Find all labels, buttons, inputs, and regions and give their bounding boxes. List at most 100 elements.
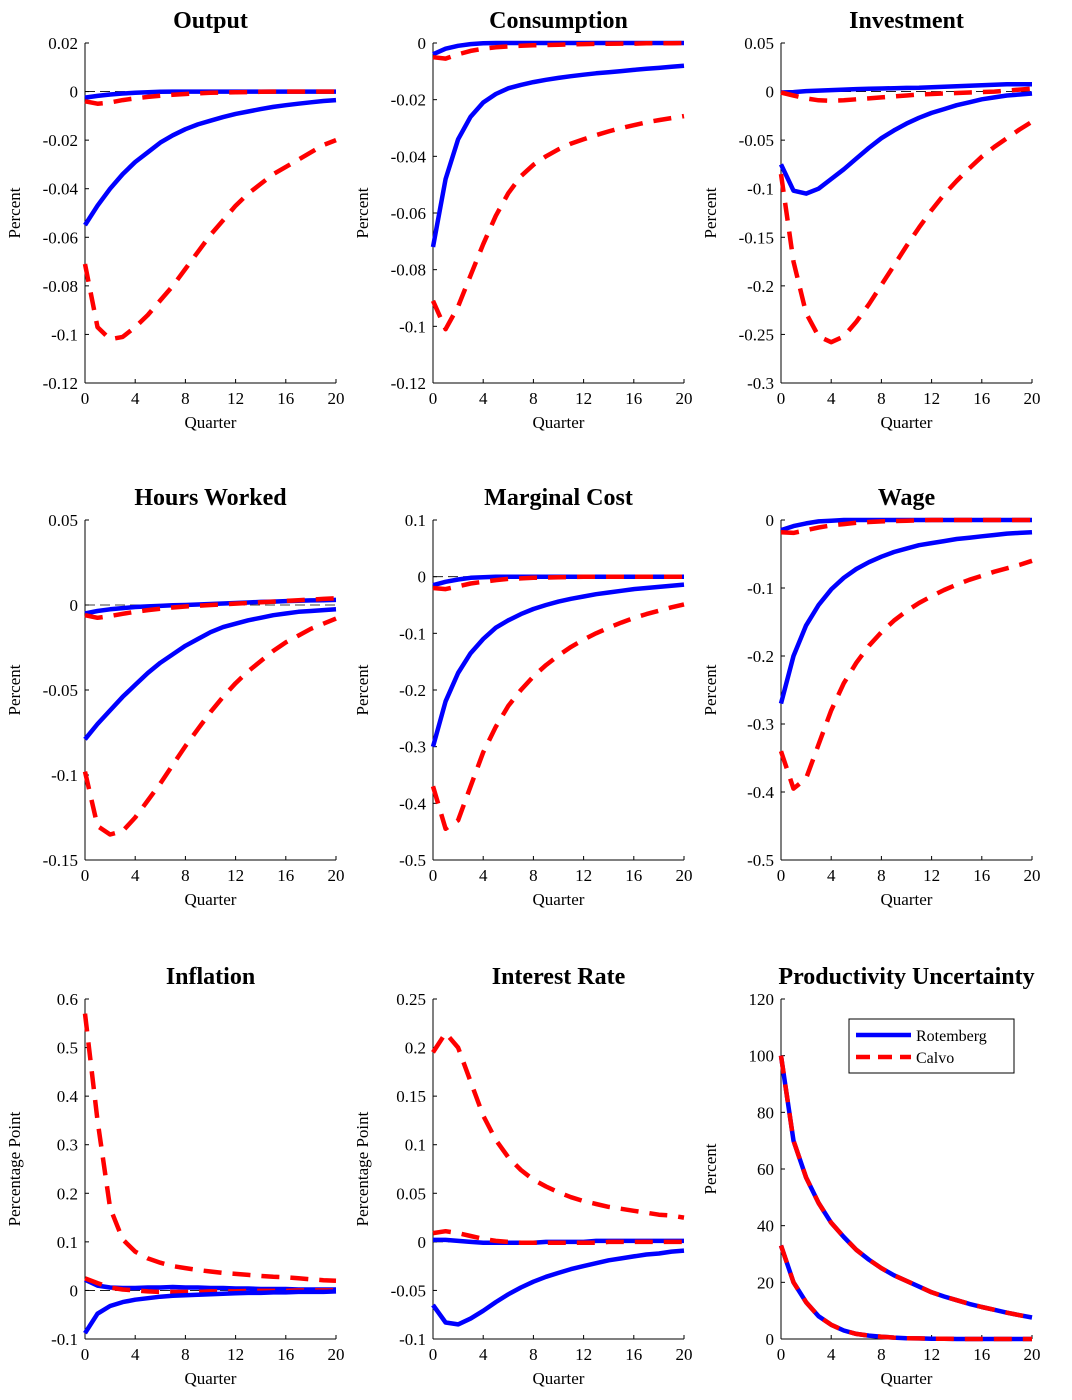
y-tick-label: -0.1 xyxy=(399,1330,426,1349)
x-tick-label: 16 xyxy=(973,389,990,408)
y-tick-label: -0.1 xyxy=(747,180,774,199)
rotemberg-series-line xyxy=(778,529,1033,705)
y-tick-label: -0.08 xyxy=(391,261,426,280)
x-tick-label: 8 xyxy=(529,866,538,885)
y-tick-label: -0.1 xyxy=(747,579,774,598)
y-tick-label: -0.05 xyxy=(739,131,774,150)
calvo-series-line xyxy=(84,595,337,621)
x-tick-label: 12 xyxy=(923,389,940,408)
y-tick-label: 0.6 xyxy=(57,990,78,1009)
y-tick-label: 0 xyxy=(418,1233,427,1252)
y-tick-label: 0.25 xyxy=(396,990,426,1009)
x-axis-label: Quarter xyxy=(185,1369,237,1388)
calvo-series-line xyxy=(780,86,1033,104)
panel-title: Marginal Cost xyxy=(484,485,633,511)
y-tick-label: 100 xyxy=(749,1047,775,1066)
rotemberg-series-line xyxy=(778,1244,1032,1342)
legend: Rotemberg Calvo xyxy=(848,1018,1015,1074)
calvo-series-line xyxy=(432,40,685,61)
y-tick-label: -0.15 xyxy=(43,851,78,870)
y-tick-label: 0.1 xyxy=(405,1136,426,1155)
panel-5: Wage 0 4 8 12 16 20 0 -0.1 -0.2 -0.3 -0.4 -0.5 Quarte… xyxy=(701,485,1041,909)
x-tick-label: 20 xyxy=(676,389,693,408)
panel-2: Investment 0 4 8 12 16 20 0.05 0 -0.05 -0.1 -0.15 -0… xyxy=(701,8,1041,432)
x-tick-label: 12 xyxy=(227,866,244,885)
panel-title: Productivity Uncertainty xyxy=(778,964,1034,990)
rotemberg-series-line xyxy=(430,582,685,748)
x-tick-label: 0 xyxy=(777,389,786,408)
y-tick-label: 0 xyxy=(70,1281,79,1300)
x-tick-label: 20 xyxy=(328,1345,345,1364)
x-axis-label: Quarter xyxy=(533,1369,585,1388)
y-axis-label: Percent xyxy=(701,187,720,238)
panel-title: Wage xyxy=(878,485,936,511)
y-tick-label: -0.1 xyxy=(399,624,426,643)
panel-7: Interest Rate 0 4 8 12 16 20 0.25 0.2 0.15 0.1 0.05… xyxy=(353,964,693,1388)
calvo-series-line xyxy=(84,89,336,106)
panel-8: Productivity Uncertainty 0 4 8 12 16 20 120 100 8… xyxy=(701,964,1041,1388)
rotemberg-series-line xyxy=(430,63,685,248)
y-axis-label: Percent xyxy=(701,1143,720,1194)
y-tick-label: 40 xyxy=(757,1217,774,1236)
calvo-series-line xyxy=(430,113,685,332)
y-tick-label: 0.05 xyxy=(396,1184,426,1203)
calvo-series-line xyxy=(778,119,1034,345)
y-tick-label: -0.4 xyxy=(399,794,426,813)
panel-title: Consumption xyxy=(489,8,628,34)
y-tick-label: -0.2 xyxy=(747,277,774,296)
x-tick-label: 20 xyxy=(1024,1345,1041,1364)
y-tick-label: -0.12 xyxy=(43,374,78,393)
panel-0: Output 0 4 8 12 16 20 0.02 0 -0.02 -0.04 -0.06 -0.08… xyxy=(5,8,345,432)
x-tick-label: 4 xyxy=(131,389,140,408)
y-tick-label: 0.02 xyxy=(48,34,78,53)
x-tick-label: 16 xyxy=(973,866,990,885)
panel-title: Interest Rate xyxy=(492,964,626,990)
rotemberg-series-line xyxy=(778,91,1033,196)
y-tick-label: -0.15 xyxy=(739,228,774,247)
legend-box xyxy=(848,1018,1015,1074)
y-tick-label: 0.15 xyxy=(396,1087,426,1106)
y-tick-label: -0.02 xyxy=(391,91,426,110)
x-tick-label: 0 xyxy=(429,389,438,408)
y-tick-label: 0.4 xyxy=(57,1087,79,1106)
x-tick-label: 16 xyxy=(625,866,642,885)
y-tick-label: 0 xyxy=(70,83,79,102)
x-tick-label: 4 xyxy=(479,389,488,408)
y-tick-label: 0.3 xyxy=(57,1136,78,1155)
y-tick-label: 60 xyxy=(757,1160,774,1179)
y-axis-label: Percent xyxy=(701,664,720,715)
x-tick-label: 8 xyxy=(181,866,190,885)
y-axis-label: Percent xyxy=(5,187,24,238)
x-tick-label: 20 xyxy=(676,866,693,885)
y-tick-label: 0.2 xyxy=(57,1184,78,1203)
y-tick-label: 0 xyxy=(766,83,775,102)
y-tick-label: 120 xyxy=(749,990,775,1009)
calvo-series-line xyxy=(778,558,1033,791)
x-tick-label: 4 xyxy=(827,389,836,408)
x-tick-label: 16 xyxy=(625,389,642,408)
y-tick-label: -0.3 xyxy=(747,715,774,734)
x-tick-label: 0 xyxy=(429,1345,438,1364)
x-tick-label: 20 xyxy=(328,389,345,408)
calvo-series-line xyxy=(778,1055,1033,1320)
y-tick-label: 0.5 xyxy=(57,1039,78,1058)
x-tick-label: 12 xyxy=(923,866,940,885)
y-tick-label: 0 xyxy=(70,596,79,615)
x-tick-label: 20 xyxy=(676,1345,693,1364)
x-axis-label: Quarter xyxy=(185,413,237,432)
y-tick-label: 0.05 xyxy=(48,511,78,530)
x-tick-label: 4 xyxy=(827,1345,836,1364)
y-tick-label: 0.2 xyxy=(405,1039,426,1058)
y-tick-label: -0.3 xyxy=(399,738,426,757)
x-axis-label: Quarter xyxy=(881,890,933,909)
x-tick-label: 12 xyxy=(227,1345,244,1364)
y-tick-label: 0.05 xyxy=(744,34,774,53)
x-tick-label: 8 xyxy=(877,866,886,885)
y-tick-label: 0 xyxy=(766,1330,775,1349)
x-tick-label: 20 xyxy=(328,866,345,885)
calvo-series-line xyxy=(82,138,337,342)
x-tick-label: 8 xyxy=(181,1345,190,1364)
calvo-series-line xyxy=(780,517,1032,536)
x-tick-label: 8 xyxy=(529,389,538,408)
calvo-series-line xyxy=(431,1030,685,1220)
